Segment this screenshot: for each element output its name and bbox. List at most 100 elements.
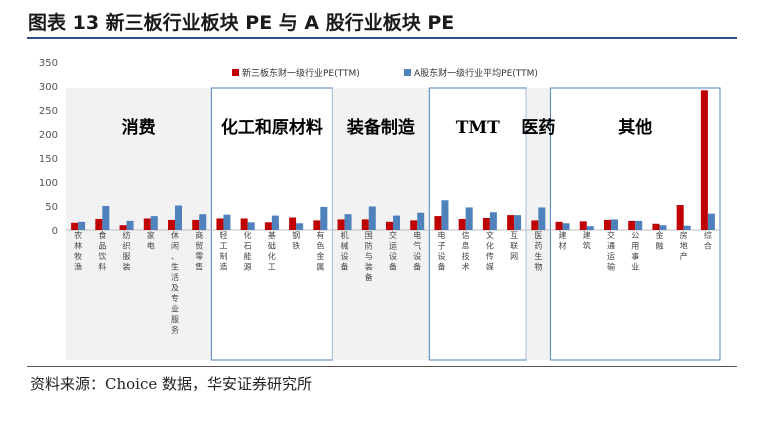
bar-ashare <box>707 213 715 230</box>
bar-neeq <box>192 219 200 230</box>
bar-neeq <box>361 219 369 230</box>
bar-ashare <box>465 207 473 230</box>
bar-neeq <box>676 205 684 230</box>
bar-neeq <box>289 217 297 230</box>
legend-label: 新三板东财一级行业PE(TTM) <box>242 67 360 79</box>
bar-neeq <box>119 225 127 230</box>
bar-neeq <box>264 222 272 230</box>
bar-ashare <box>441 200 449 230</box>
y-tick-label: 200 <box>39 130 58 141</box>
x-tick-label: 公用事业 <box>631 231 639 272</box>
x-tick-label: 文化传媒 <box>486 230 494 272</box>
legend-swatch <box>404 69 411 76</box>
group-label: 其他 <box>618 117 652 138</box>
group-label: 消费 <box>122 117 156 138</box>
bar-ashare <box>368 206 376 230</box>
bar-ashare <box>586 226 594 230</box>
x-tick-label: 信息技术 <box>462 230 470 272</box>
y-tick-label: 50 <box>45 202 58 213</box>
y-tick-label: 250 <box>39 106 58 117</box>
bar-ashare <box>199 214 207 230</box>
bar-ashare <box>538 207 546 230</box>
bar-neeq <box>168 219 175 230</box>
bar-neeq <box>700 90 708 230</box>
y-tick-label: 0 <box>52 226 58 237</box>
x-tick-label: 机械设备 <box>341 230 349 272</box>
y-tick-label: 300 <box>39 82 58 93</box>
bar-neeq <box>555 221 563 230</box>
bar-neeq <box>410 220 418 230</box>
x-tick-label: 建材 <box>559 230 567 251</box>
source-note: 资料来源：Choice 数据，华安证券研究所 <box>30 375 313 393</box>
bar-ashare <box>489 212 497 230</box>
source-divider <box>27 366 737 367</box>
title-divider <box>27 37 737 39</box>
bar-ashare <box>344 214 352 230</box>
group-background <box>66 88 212 360</box>
x-tick-label: 建筑 <box>583 230 591 251</box>
bar-neeq <box>313 220 321 230</box>
x-tick-label: 房地产 <box>680 230 688 261</box>
bar-neeq <box>579 221 587 230</box>
group-label: 医药 <box>521 117 555 138</box>
x-tick-label: 国防与装备 <box>365 231 373 282</box>
x-tick-label: 交运设备 <box>389 230 397 272</box>
category-label-layer: 农林牧渔 食品饮料 纺织服装 家电 休闲、生活及专业服务 商贸零售 轻工制造 化石能源 基础化工… <box>74 230 712 335</box>
bar-ashare <box>562 223 570 230</box>
x-tick-label: 电气设备 <box>413 230 421 272</box>
x-tick-label: 钢铁 <box>292 230 300 251</box>
y-tick-label: 350 <box>39 58 58 69</box>
bar-layer <box>71 90 715 230</box>
legend: 新三板东财一级行业PE(TTM) A股东财一级行业平均PE(TTM) <box>232 67 538 79</box>
bar-ashare <box>247 222 255 230</box>
bar-ashare <box>683 225 691 230</box>
x-tick-label: 商贸零售 <box>195 230 203 272</box>
x-tick-label: 医药生物 <box>534 231 542 272</box>
bar-ashare <box>150 216 158 230</box>
x-tick-label: 金融 <box>655 230 663 251</box>
group-label: 装备制造 <box>346 117 416 138</box>
bar-ashare <box>611 219 618 230</box>
bar-neeq <box>604 219 611 230</box>
y-tick-label: 150 <box>39 154 58 165</box>
x-tick-label: 化石能源 <box>244 230 252 272</box>
legend-swatch <box>232 69 239 76</box>
x-tick-label: 家电 <box>147 230 155 251</box>
x-tick-label: 交通运输 <box>607 230 615 272</box>
bar-neeq <box>507 215 515 230</box>
x-tick-label: 电子设备 <box>437 230 445 272</box>
x-tick-label: 有色金属 <box>316 230 324 272</box>
bar-neeq <box>531 220 539 230</box>
bar-neeq <box>628 220 636 230</box>
bar-neeq <box>95 218 103 230</box>
bar-ashare <box>659 225 667 230</box>
x-tick-label: 综合 <box>704 230 712 251</box>
y-tick-label: 100 <box>39 178 58 189</box>
x-tick-label: 轻工制造 <box>219 230 227 272</box>
page-title: 图表 13 新三板行业板块 PE 与 A 股行业板块 PE <box>28 12 455 34</box>
bar-neeq <box>71 222 79 230</box>
bar-neeq <box>386 221 393 230</box>
bar-neeq <box>337 219 345 230</box>
bar-neeq <box>482 218 490 230</box>
group-label: TMT <box>456 118 500 138</box>
bar-neeq <box>434 216 442 230</box>
bar-ashare <box>223 214 231 230</box>
legend-label: A股东财一级行业平均PE(TTM) <box>414 67 538 79</box>
bar-ashare <box>78 221 86 230</box>
bar-neeq <box>143 218 151 230</box>
group-label: 化工和原材料 <box>221 117 323 138</box>
x-tick-label: 基础化工 <box>268 230 276 272</box>
bar-ashare <box>393 215 400 230</box>
bar-ashare <box>175 205 182 230</box>
bar-neeq <box>458 218 466 230</box>
x-tick-label: 互联网 <box>510 231 518 261</box>
bar-ashare <box>271 215 279 230</box>
bar-neeq <box>652 223 660 230</box>
x-tick-label: 农林牧渔 <box>74 230 82 272</box>
bar-ashare <box>514 215 522 230</box>
bar-ashare <box>126 220 134 230</box>
bar-ashare <box>417 212 425 230</box>
bar-neeq <box>240 218 248 230</box>
x-tick-label: 食品饮料 <box>98 230 106 272</box>
